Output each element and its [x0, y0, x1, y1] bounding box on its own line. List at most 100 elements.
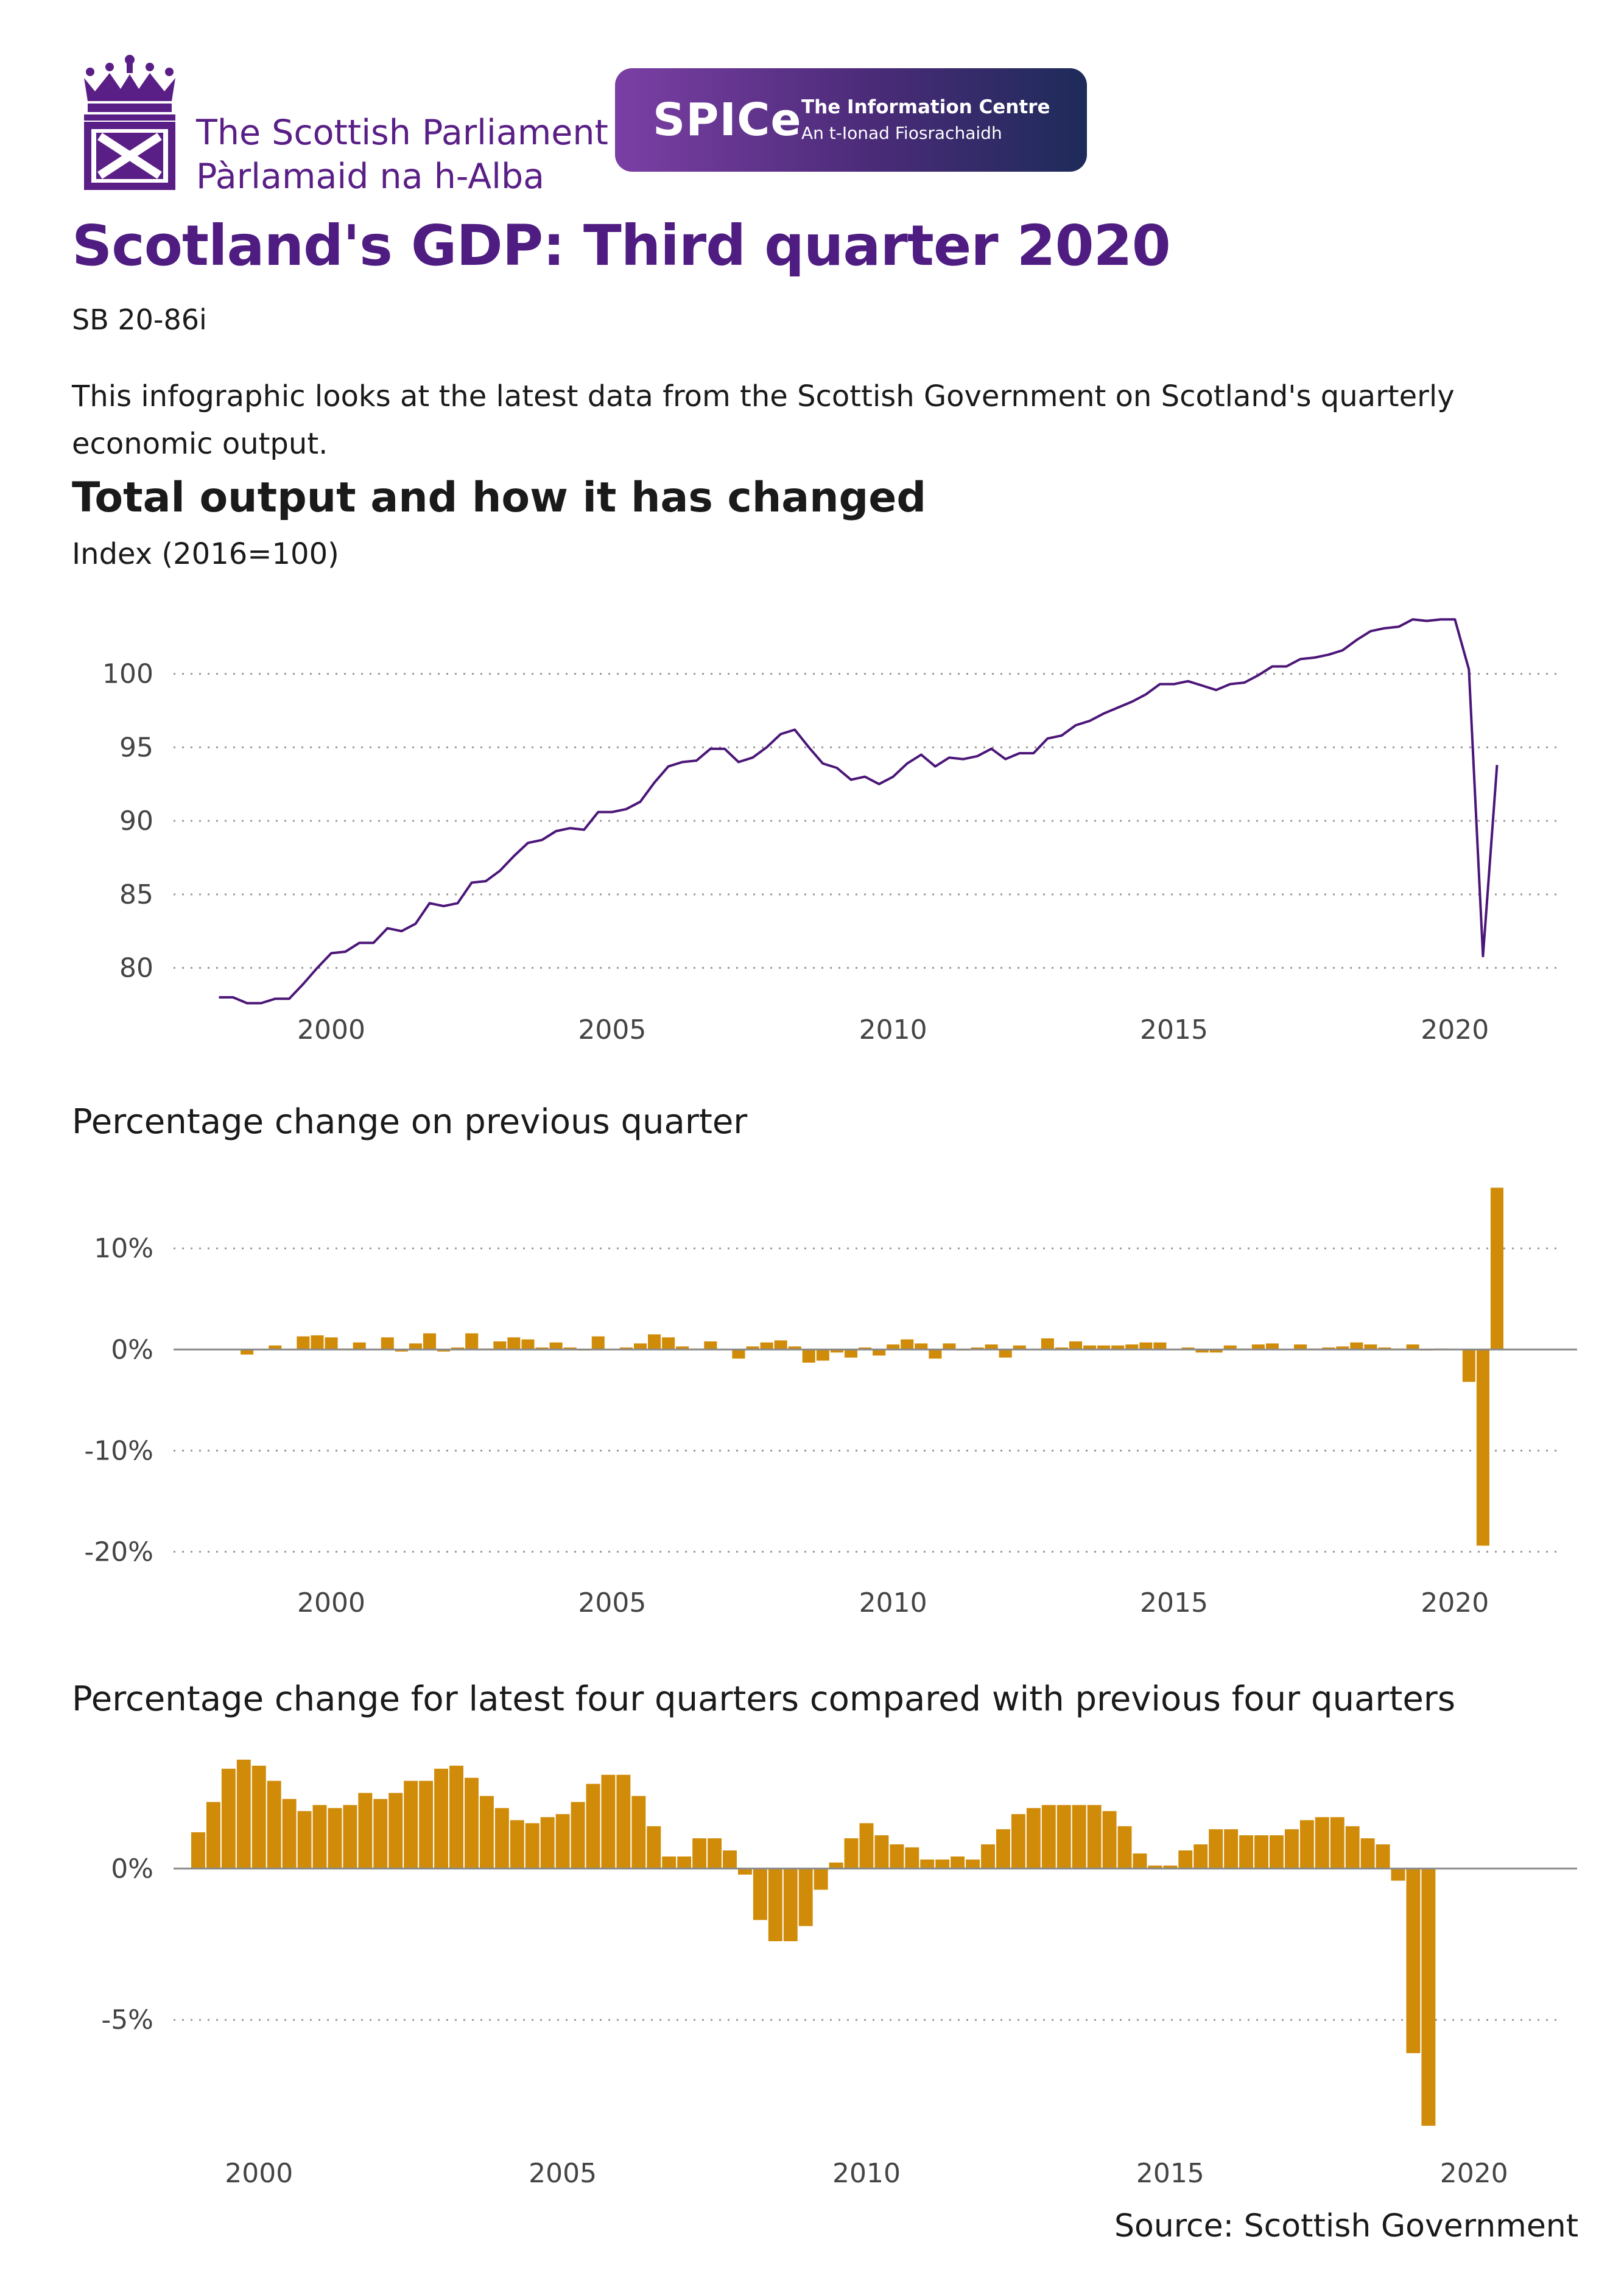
x-tick-label: 2010 [859, 1014, 927, 1045]
bar [1011, 1814, 1025, 1869]
quarterly-change-chart-title: Percentage change on previous quarter [72, 1102, 748, 1142]
bar [1376, 1844, 1390, 1869]
bar [494, 1808, 509, 1869]
bar [1193, 1844, 1208, 1869]
bar [1055, 1347, 1068, 1350]
parliament-name: The Scottish Parliament Pàrlamaid na h-A… [196, 111, 608, 199]
bar [437, 1349, 451, 1352]
bar [814, 1868, 828, 1890]
bar [1083, 1345, 1097, 1350]
bar [451, 1347, 465, 1350]
bar [404, 1780, 418, 1869]
bar [732, 1349, 745, 1359]
bar [971, 1347, 984, 1350]
bar [1322, 1347, 1335, 1350]
spice-short-name: SPICe [653, 94, 802, 146]
bar [269, 1345, 282, 1350]
bar [555, 1814, 570, 1869]
bar [601, 1774, 616, 1869]
source-note: Source: Scottish Government [1114, 2208, 1579, 2244]
bar [662, 1856, 677, 1869]
bar [647, 1826, 661, 1869]
bar [951, 1856, 965, 1869]
bar [737, 1868, 752, 1875]
y-tick-label: 100 [102, 659, 153, 690]
bar [1364, 1344, 1377, 1350]
x-tick-label: 2010 [859, 1587, 927, 1618]
x-tick-label: 2005 [529, 2158, 597, 2189]
bar [1299, 1820, 1314, 1869]
bar [1209, 1349, 1223, 1353]
bar [874, 1835, 889, 1869]
x-tick-label: 2000 [297, 1587, 365, 1618]
bar [981, 1844, 995, 1869]
bar [282, 1799, 297, 1869]
x-tick-label: 2015 [1136, 2158, 1204, 2189]
x-tick-label: 2020 [1421, 1587, 1489, 1618]
bar [1223, 1345, 1237, 1350]
bar [873, 1349, 886, 1356]
index-chart-unit-label: Index (2016=100) [72, 537, 339, 571]
bar [535, 1347, 549, 1350]
annual-change-bar-chart: 0% -5% 2000 2005 2010 2015 2020 [101, 1759, 1577, 2189]
bar [915, 1343, 928, 1350]
gdp-index-series-line [219, 618, 1499, 1005]
y-tick-label: -20% [84, 1536, 153, 1567]
bar [1378, 1347, 1391, 1350]
bar [943, 1343, 956, 1350]
bar [1350, 1342, 1363, 1350]
bar [1265, 1343, 1279, 1350]
bar [662, 1337, 675, 1350]
bar [830, 1349, 843, 1353]
x-tick-label: 2015 [1140, 1014, 1208, 1045]
bar [1153, 1342, 1167, 1350]
bar [1406, 1344, 1419, 1350]
bar [844, 1838, 859, 1869]
bar [221, 1768, 236, 1869]
bar [1421, 1868, 1436, 2126]
briefing-reference: SB 20-86i [72, 303, 207, 336]
bar [619, 1347, 633, 1350]
y-tick-label: -10% [84, 1435, 153, 1466]
bar [920, 1859, 935, 1869]
bar [325, 1337, 338, 1350]
bar [1013, 1345, 1026, 1350]
bar [1336, 1346, 1349, 1350]
bar [1133, 1853, 1147, 1869]
bar [423, 1333, 437, 1350]
bar [419, 1780, 434, 1869]
bar [1117, 1826, 1132, 1869]
bar [1125, 1344, 1139, 1350]
bar [1476, 1349, 1489, 1546]
bar [890, 1844, 904, 1869]
bar [1462, 1349, 1475, 1382]
bar [723, 1850, 737, 1869]
bar [297, 1811, 312, 1869]
bar [1026, 1808, 1041, 1869]
bar [358, 1793, 373, 1869]
bar [1178, 1850, 1193, 1869]
bar [753, 1868, 767, 1920]
bar [859, 1823, 874, 1869]
bar [395, 1349, 408, 1352]
bar [774, 1340, 787, 1350]
bar [1195, 1349, 1209, 1353]
bar [1345, 1826, 1360, 1869]
section-title: Total output and how it has changed [72, 474, 927, 522]
spice-badge: SPICe The Information Centre An t-Ionad … [615, 68, 1087, 172]
x-tick-label: 2000 [297, 1014, 365, 1045]
bar [1069, 1341, 1083, 1350]
bar [802, 1349, 815, 1363]
bar [966, 1859, 980, 1869]
bar [1181, 1347, 1195, 1350]
y-tick-label: 0% [111, 1854, 153, 1885]
scottish-parliament-logo [84, 55, 175, 190]
bar [1041, 1805, 1056, 1869]
bar [493, 1341, 507, 1350]
bar [191, 1832, 205, 1869]
bar [677, 1856, 692, 1869]
bar [676, 1346, 689, 1350]
bar [905, 1847, 919, 1869]
bar [1269, 1835, 1284, 1869]
bar [510, 1820, 524, 1869]
